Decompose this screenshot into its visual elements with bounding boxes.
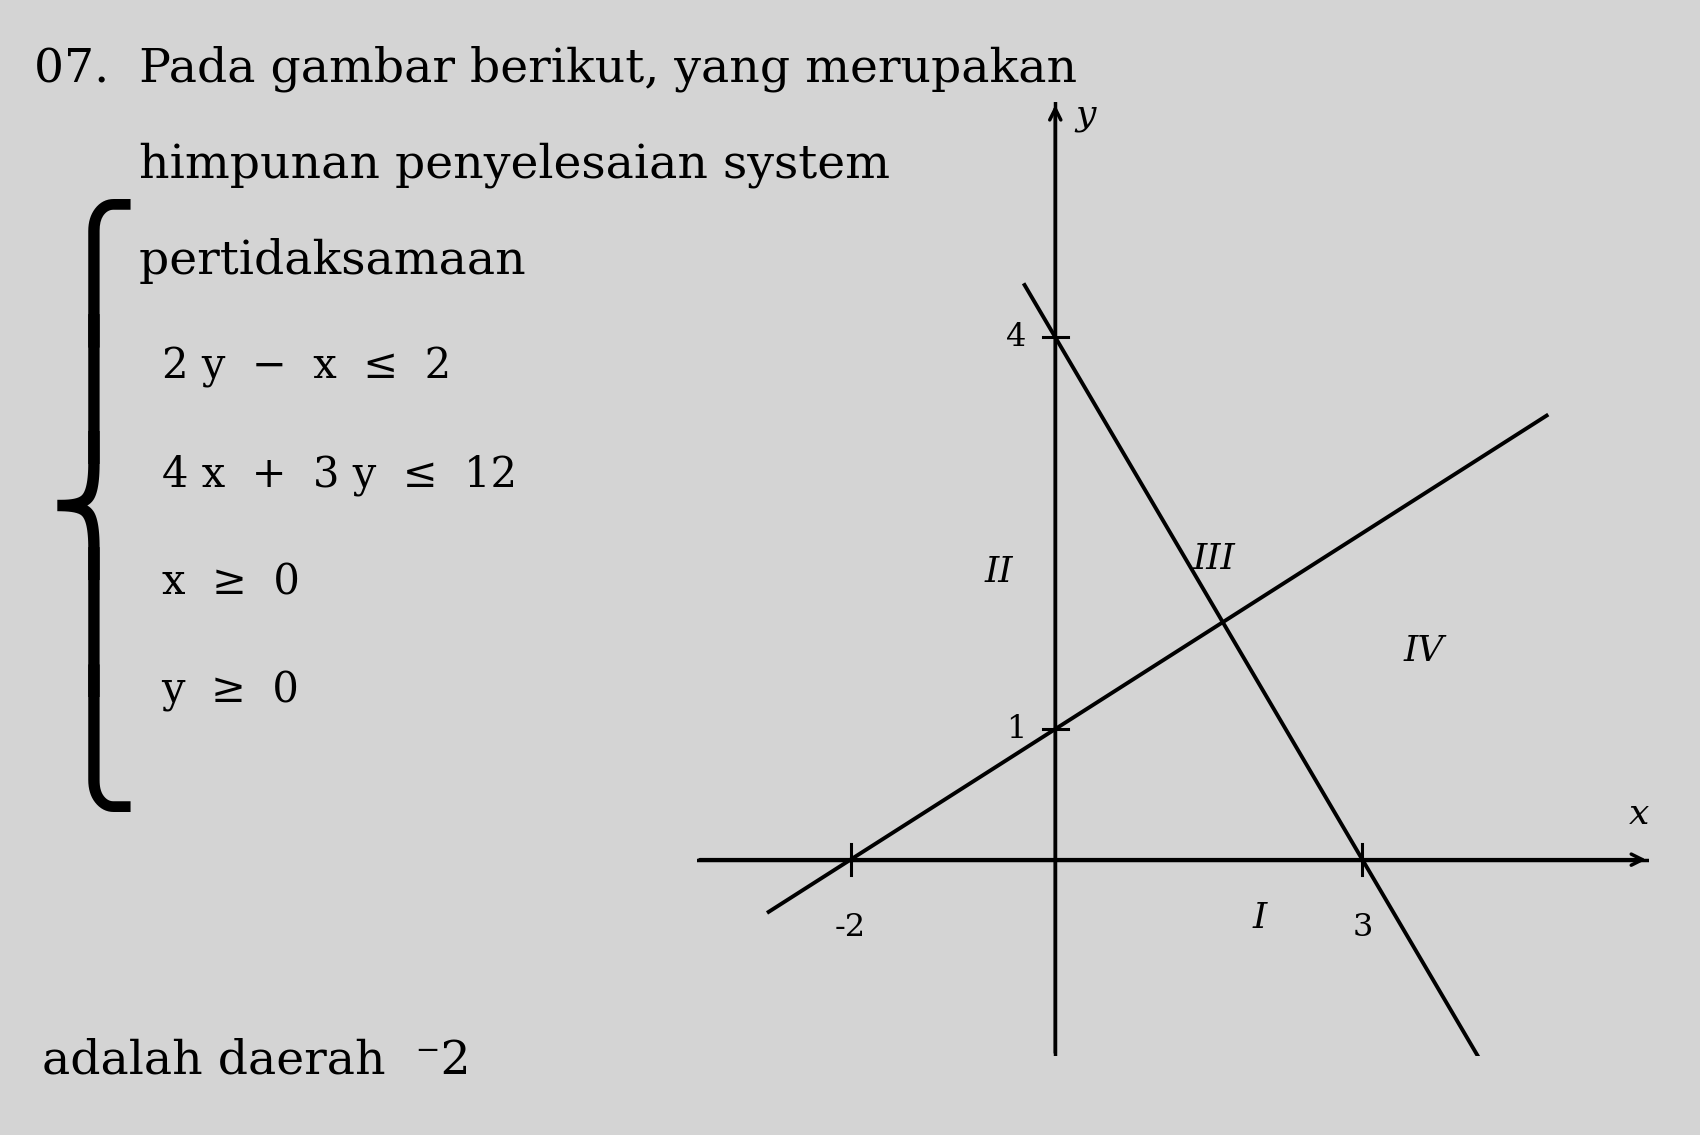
Text: ⎧
⎪
⎨
⎪
⎩: ⎧ ⎪ ⎨ ⎪ ⎩: [46, 199, 141, 812]
Text: himpunan penyelesaian system: himpunan penyelesaian system: [34, 142, 891, 187]
Text: IV: IV: [1404, 633, 1443, 667]
Text: 4: 4: [1006, 321, 1027, 353]
Text: x: x: [1629, 797, 1649, 831]
Text: 1: 1: [1006, 714, 1027, 745]
Text: y: y: [1076, 99, 1096, 132]
Text: II: II: [984, 555, 1013, 589]
Text: pertidaksamaan: pertidaksamaan: [34, 238, 525, 285]
Text: I: I: [1253, 901, 1266, 935]
Text: x  ≥  0: x ≥ 0: [162, 562, 299, 604]
Text: 07.  Pada gambar berikut, yang merupakan: 07. Pada gambar berikut, yang merupakan: [34, 45, 1078, 92]
Text: 4 x  +  3 y  ≤  12: 4 x + 3 y ≤ 12: [162, 454, 517, 496]
Text: III: III: [1193, 543, 1236, 577]
Text: 3: 3: [1352, 911, 1372, 943]
Text: -2: -2: [835, 911, 865, 943]
Text: adalah daerah  ⁻2: adalah daerah ⁻2: [42, 1039, 471, 1084]
Text: y  ≥  0: y ≥ 0: [162, 670, 299, 712]
Text: 2 y  −  x  ≤  2: 2 y − x ≤ 2: [162, 346, 450, 388]
